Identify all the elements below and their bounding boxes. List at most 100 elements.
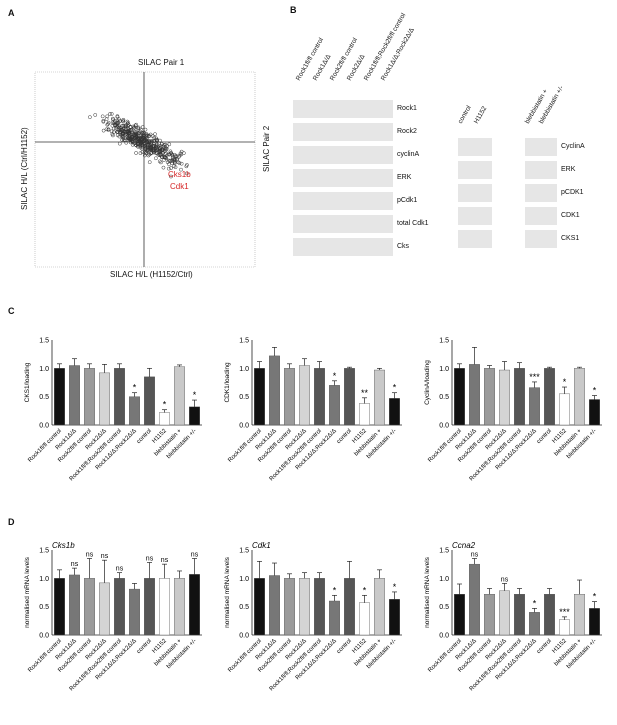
x-tick-label: control xyxy=(536,428,553,445)
x-tick-label: control xyxy=(136,428,153,445)
blot-row-label: pCDK1 xyxy=(561,189,584,196)
scatter-point xyxy=(168,149,173,154)
y-tick-label: 1.0 xyxy=(239,366,249,373)
scatter-point xyxy=(126,120,130,125)
scatter-plot xyxy=(34,71,256,268)
scatter-point xyxy=(140,133,145,138)
bar xyxy=(389,599,400,636)
blot-band-row xyxy=(525,207,557,225)
scatter-point xyxy=(138,141,143,146)
scatter-point xyxy=(166,166,171,171)
y-tick-label: 0.5 xyxy=(239,604,249,611)
scatter-point xyxy=(138,151,143,155)
chart-title: Cdk1 xyxy=(252,541,271,550)
scatter-point xyxy=(108,112,112,116)
scatter-point xyxy=(140,137,145,142)
bar xyxy=(499,590,510,636)
scatter-point xyxy=(163,155,167,160)
y-tick-label: 0.5 xyxy=(39,394,49,401)
significance-mark: ns xyxy=(146,555,154,562)
scatter-point xyxy=(88,115,92,119)
scatter-point xyxy=(179,161,184,166)
blot-col-label: H1152 xyxy=(472,105,489,125)
bar xyxy=(544,368,555,426)
bar xyxy=(159,412,170,426)
scatter-point xyxy=(114,126,118,131)
bar xyxy=(99,582,110,636)
bar xyxy=(54,578,65,636)
significance-mark: * xyxy=(333,585,337,595)
scatter-point xyxy=(167,162,171,167)
scatter-point xyxy=(149,141,153,146)
scatter-point xyxy=(121,119,126,124)
significance-mark: * xyxy=(593,592,597,602)
scatter-point xyxy=(170,156,175,160)
blot-band-row xyxy=(293,123,393,141)
blot-row-label: Rock2 xyxy=(397,128,417,135)
scatter-point xyxy=(129,128,134,133)
significance-mark: *** xyxy=(559,607,570,617)
blot-band-row xyxy=(293,100,393,118)
scatter-point xyxy=(169,174,173,179)
scatter-point xyxy=(134,151,138,155)
y-tick-label: 1.5 xyxy=(239,548,249,555)
scatter-point xyxy=(144,132,149,136)
annotation-cdk1: Cdk1 xyxy=(170,182,189,191)
bar xyxy=(344,368,355,426)
bar xyxy=(359,403,370,426)
scatter-point xyxy=(162,142,166,147)
scatter-point xyxy=(139,128,144,133)
significance-mark: ns xyxy=(71,561,79,568)
significance-mark: * xyxy=(393,383,397,393)
blot-band-row xyxy=(458,161,492,179)
scatter-point xyxy=(141,130,146,135)
scatter-point xyxy=(117,141,122,146)
scatter-point xyxy=(158,138,162,143)
scatter-point xyxy=(166,158,171,163)
blot-row-label: ERK xyxy=(397,174,412,181)
x-tick-label: control xyxy=(536,638,553,655)
significance-mark: ns xyxy=(86,552,94,559)
scatter-point xyxy=(172,157,177,162)
significance-mark: * xyxy=(563,377,567,387)
blot-band-row xyxy=(458,138,492,156)
scatter-point xyxy=(140,150,145,154)
scatter-point xyxy=(155,138,159,143)
bar xyxy=(144,578,155,636)
scatter-point xyxy=(136,126,140,131)
scatter-point xyxy=(152,144,157,148)
blot-band-row xyxy=(458,207,492,225)
bar xyxy=(254,368,265,426)
scatter-point xyxy=(154,156,158,161)
scatter-point xyxy=(138,133,143,137)
scatter-point xyxy=(184,164,189,169)
scatter-right-label: SILAC Pair 2 xyxy=(262,125,271,172)
blot-band-row xyxy=(458,230,492,248)
scatter-point xyxy=(124,127,128,131)
scatter-point xyxy=(100,114,105,119)
bar-chart: 0.0 0.5 1.0 1.5 CKS1/loading Rock1fl/fl contr… xyxy=(20,330,210,515)
bar xyxy=(374,578,385,636)
y-tick-label: 1.5 xyxy=(439,548,449,555)
panel-letter-c: C xyxy=(8,306,15,316)
scatter-point xyxy=(158,151,162,156)
bar-chart: 0.0 0.5 1.0 1.5 normalised mRNA levels Ccna2 R… xyxy=(420,540,610,725)
scatter-point xyxy=(154,138,159,142)
bar xyxy=(344,578,355,636)
y-tick-label: 0.5 xyxy=(239,394,249,401)
scatter-point xyxy=(159,160,163,165)
bar-chart: 0.0 0.5 1.0 1.5 normalised mRNA levels Cdk1 Ro… xyxy=(220,540,410,725)
scatter-point xyxy=(126,130,131,134)
scatter-top-label: SILAC Pair 1 xyxy=(138,58,185,67)
bar xyxy=(269,575,280,636)
blot-row-label: Rock1 xyxy=(397,105,417,112)
bar xyxy=(129,588,140,636)
y-tick-label: 0.0 xyxy=(439,633,449,640)
blot-band-row xyxy=(293,169,393,187)
bar xyxy=(389,398,400,426)
y-axis-label: CyclinA/loading xyxy=(424,360,431,405)
y-tick-label: 0.0 xyxy=(439,423,449,430)
y-axis-label: CKS1/loading xyxy=(24,362,31,402)
bar xyxy=(359,602,370,636)
